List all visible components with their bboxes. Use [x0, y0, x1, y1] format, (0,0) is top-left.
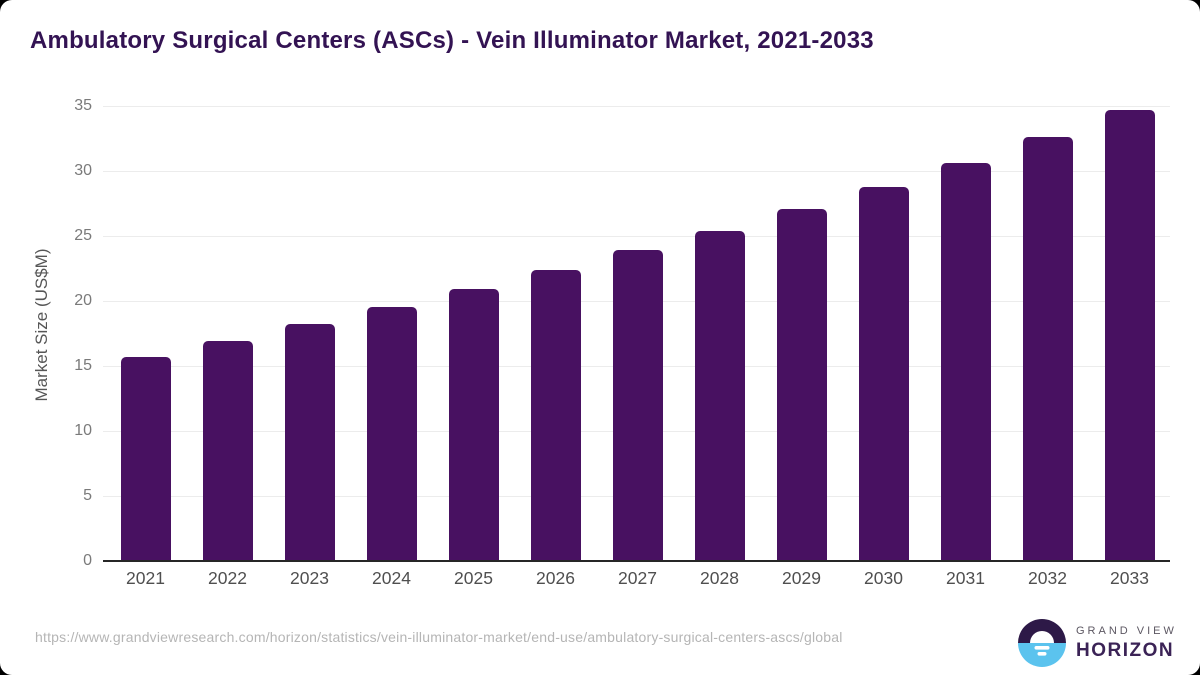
ytick-label-15: 15 [74, 357, 92, 374]
bar-2023 [284, 324, 335, 561]
bar-2024 [366, 307, 417, 561]
bar-2026 [530, 270, 581, 561]
xtick-label-2028: 2028 [700, 568, 739, 588]
bar-2028 [694, 231, 745, 561]
bar-2033 [1104, 110, 1155, 561]
ytick-label-25: 25 [74, 227, 92, 244]
logo-reflection-2 [1037, 652, 1047, 656]
xtick-label-2027: 2027 [618, 568, 657, 588]
ytick-label-20: 20 [74, 292, 92, 309]
logo-text: GRAND VIEW HORIZON [1076, 625, 1177, 662]
logo-sun [1030, 631, 1054, 643]
xtick-label-2022: 2022 [208, 568, 247, 588]
gridline-y35 [103, 106, 1170, 107]
bar-2029 [776, 209, 827, 561]
logo-line2: HORIZON [1076, 639, 1175, 661]
bar-2032 [1022, 137, 1073, 561]
gridline-y25 [103, 236, 1170, 237]
source-url: https://www.grandviewresearch.com/horizo… [35, 629, 843, 645]
ytick-label-0: 0 [83, 552, 92, 569]
ytick-label-35: 35 [74, 97, 92, 114]
xtick-label-2030: 2030 [864, 568, 903, 588]
y-axis-title: Market Size (US$M) [32, 248, 51, 402]
ytick-label-5: 5 [83, 487, 92, 504]
xtick-label-2031: 2031 [946, 568, 985, 588]
bar-2025 [448, 289, 499, 561]
xtick-label-2023: 2023 [290, 568, 329, 588]
xtick-label-2026: 2026 [536, 568, 575, 588]
bar-2022 [202, 341, 253, 561]
ytick-label-30: 30 [74, 162, 92, 179]
bar-2031 [940, 163, 991, 561]
xtick-label-2029: 2029 [782, 568, 821, 588]
xtick-label-2024: 2024 [372, 568, 411, 588]
logo-reflection-1 [1034, 646, 1050, 650]
x-axis-line [103, 560, 1170, 562]
plot-area [103, 106, 1170, 562]
bar-2027 [612, 250, 663, 561]
logo-line1: GRAND VIEW [1076, 624, 1177, 637]
brand-logo: GRAND VIEW HORIZON [1018, 619, 1177, 667]
xtick-label-2025: 2025 [454, 568, 493, 588]
xtick-label-2033: 2033 [1110, 568, 1149, 588]
horizon-sun-circle-icon [1018, 619, 1066, 667]
gridline-y30 [103, 171, 1170, 172]
xtick-label-2032: 2032 [1028, 568, 1067, 588]
page-title: Ambulatory Surgical Centers (ASCs) - Vei… [30, 27, 874, 54]
bar-2030 [858, 187, 909, 561]
xtick-label-2021: 2021 [126, 568, 165, 588]
bar-2021 [120, 357, 171, 561]
ytick-label-10: 10 [74, 422, 92, 439]
